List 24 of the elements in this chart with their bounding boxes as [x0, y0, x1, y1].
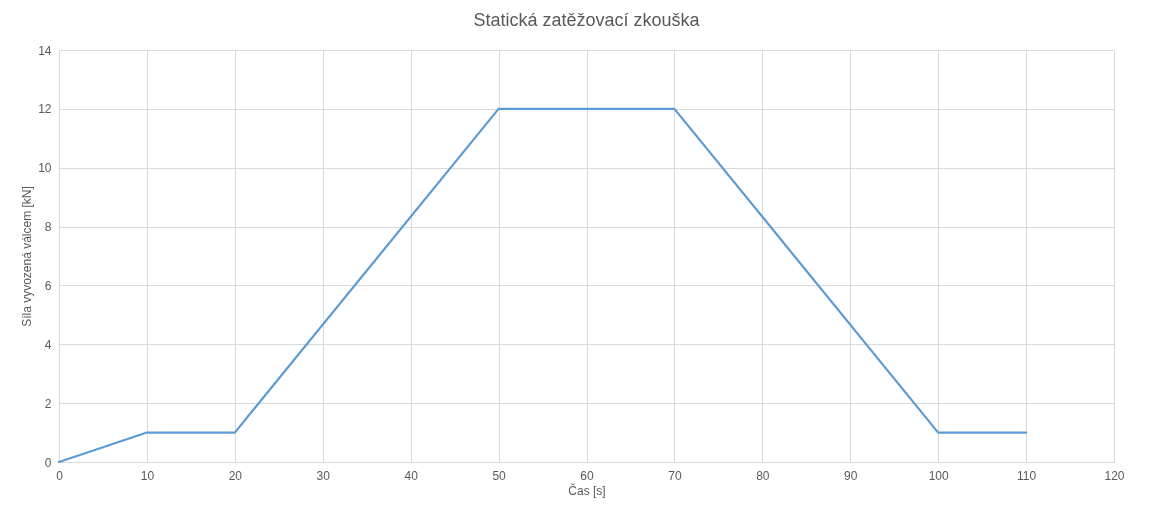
y-tick-label: 12 — [38, 102, 52, 117]
y-tick-label: 8 — [44, 220, 52, 235]
x-tick-label: 60 — [580, 468, 594, 483]
x-tick-label: 90 — [844, 468, 858, 483]
chart-title: Statická zatěžovací zkouška — [473, 10, 701, 30]
x-tick-label: 80 — [756, 468, 770, 483]
y-tick-label: 2 — [44, 396, 52, 411]
x-tick-label: 30 — [316, 468, 331, 483]
y-tick-label: 10 — [38, 161, 52, 176]
x-tick-label: 20 — [228, 468, 243, 483]
x-tick-label: 40 — [404, 468, 419, 483]
y-axis-title: Síla vyvozená válcem [kN] — [20, 186, 35, 327]
x-tick-label: 50 — [492, 468, 507, 483]
x-tick-label: 100 — [928, 468, 949, 483]
y-tick-label: 4 — [44, 337, 52, 352]
x-tick-label: 110 — [1017, 468, 1037, 483]
x-tick-label: 0 — [56, 468, 64, 483]
x-tick-label: 120 — [1104, 468, 1125, 483]
y-tick-label: 14 — [38, 43, 52, 58]
x-tick-label: 70 — [668, 468, 682, 483]
y-tick-label: 0 — [44, 455, 52, 470]
x-tick-label: 10 — [140, 468, 155, 483]
x-axis-title: Čas [s] — [568, 482, 606, 498]
y-tick-label: 6 — [44, 278, 52, 293]
